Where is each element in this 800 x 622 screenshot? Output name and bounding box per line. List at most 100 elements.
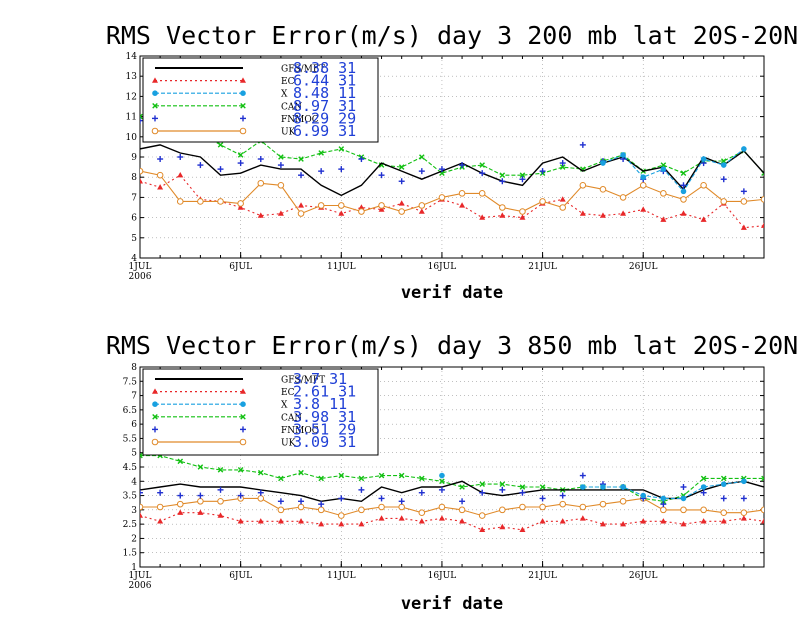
data-point [177, 154, 184, 160]
open-circle-marker [358, 506, 365, 514]
data-point [660, 506, 667, 514]
series-line [140, 170, 764, 215]
series-ec [140, 171, 764, 230]
triangle-marker [579, 210, 586, 216]
y-tick-label: 9 [131, 153, 137, 163]
data-point [277, 498, 284, 505]
data-point [337, 202, 345, 209]
circle-marker [620, 152, 626, 158]
data-point [152, 388, 158, 394]
data-point [720, 162, 727, 168]
circle-marker [620, 484, 626, 490]
data-point [579, 515, 586, 521]
triangle-marker [459, 518, 466, 524]
data-point [720, 475, 727, 482]
legend-label: X [281, 401, 288, 411]
legend-label: FNMOC [281, 426, 319, 436]
x-marker-stroke [439, 478, 445, 485]
x-tick-label: 26JUL [629, 571, 658, 581]
data-point [700, 518, 707, 524]
data-point [478, 190, 486, 197]
x-marker-stroke [378, 472, 385, 479]
data-point [720, 158, 727, 164]
data-point [418, 518, 425, 524]
data-point [217, 166, 224, 173]
data-point [197, 492, 204, 499]
data-point [580, 484, 586, 490]
open-circle-marker [680, 196, 687, 203]
chart-panel-1: RMS Vector Error(m/s) day 3 200 mb lat 2… [106, 21, 798, 303]
y-tick-label: 1.5 [123, 549, 138, 559]
data-point [398, 503, 405, 511]
data-point [418, 509, 426, 517]
legend-label: UK [281, 128, 296, 138]
data-point [358, 156, 365, 163]
series-x [439, 472, 747, 502]
triangle-marker [418, 518, 425, 524]
circle-marker [660, 166, 667, 172]
data-point [237, 492, 244, 499]
open-circle-marker [197, 497, 204, 505]
data-point [197, 464, 204, 470]
x-marker-stroke [237, 152, 244, 158]
data-point [419, 154, 425, 160]
y-tick-label: 4.5 [123, 463, 138, 473]
data-point [398, 208, 405, 215]
legend-entry: X 8.48 11 [152, 84, 356, 102]
data-point [418, 168, 425, 175]
data-point [156, 503, 164, 511]
legend-label: GFS/MFT [281, 376, 325, 386]
x-marker-stroke [140, 454, 143, 459]
triangle-marker [519, 526, 526, 533]
data-point [337, 512, 345, 519]
triangle-marker [398, 200, 405, 206]
data-point [358, 204, 365, 210]
open-circle-marker [277, 181, 285, 189]
data-point [459, 518, 466, 524]
data-point [599, 520, 606, 527]
open-circle-marker [458, 506, 466, 514]
data-point [761, 475, 764, 482]
data-point [720, 509, 728, 517]
data-point [499, 523, 506, 530]
data-point [519, 489, 526, 496]
data-point [459, 484, 465, 490]
data-point [157, 156, 164, 163]
legend-label: GFS/MFT [281, 65, 325, 75]
y-tick-label: 6 [131, 214, 137, 224]
x-marker-stroke [720, 475, 727, 482]
data-point [700, 506, 707, 514]
data-point [660, 501, 667, 508]
data-point [277, 518, 284, 524]
x-marker-stroke [419, 154, 425, 160]
data-point [660, 216, 667, 222]
x-marker-stroke [237, 467, 244, 473]
data-point [217, 467, 224, 473]
data-point [539, 198, 546, 205]
data-point [600, 160, 606, 166]
open-circle-marker [639, 181, 647, 189]
circle-marker [152, 401, 158, 408]
data-point [237, 160, 244, 167]
open-circle-marker [660, 506, 667, 514]
legend-label: FNMOC [281, 115, 319, 125]
y-tick-label: 8 [131, 363, 137, 373]
x-tick-label: 16JUL [428, 262, 457, 272]
x-marker-stroke [240, 414, 246, 420]
data-point [176, 500, 184, 508]
data-point [559, 164, 566, 170]
series-line [140, 116, 764, 176]
triangle-marker [217, 512, 224, 518]
x-tick-label: 16JUL [428, 571, 457, 581]
x-marker-stroke [398, 164, 405, 170]
data-point [418, 202, 426, 209]
data-point [217, 198, 224, 205]
data-point [240, 414, 246, 420]
triangle-marker [378, 206, 385, 212]
circle-marker [680, 495, 687, 502]
open-circle-marker [398, 208, 405, 215]
open-circle-marker [140, 167, 144, 175]
